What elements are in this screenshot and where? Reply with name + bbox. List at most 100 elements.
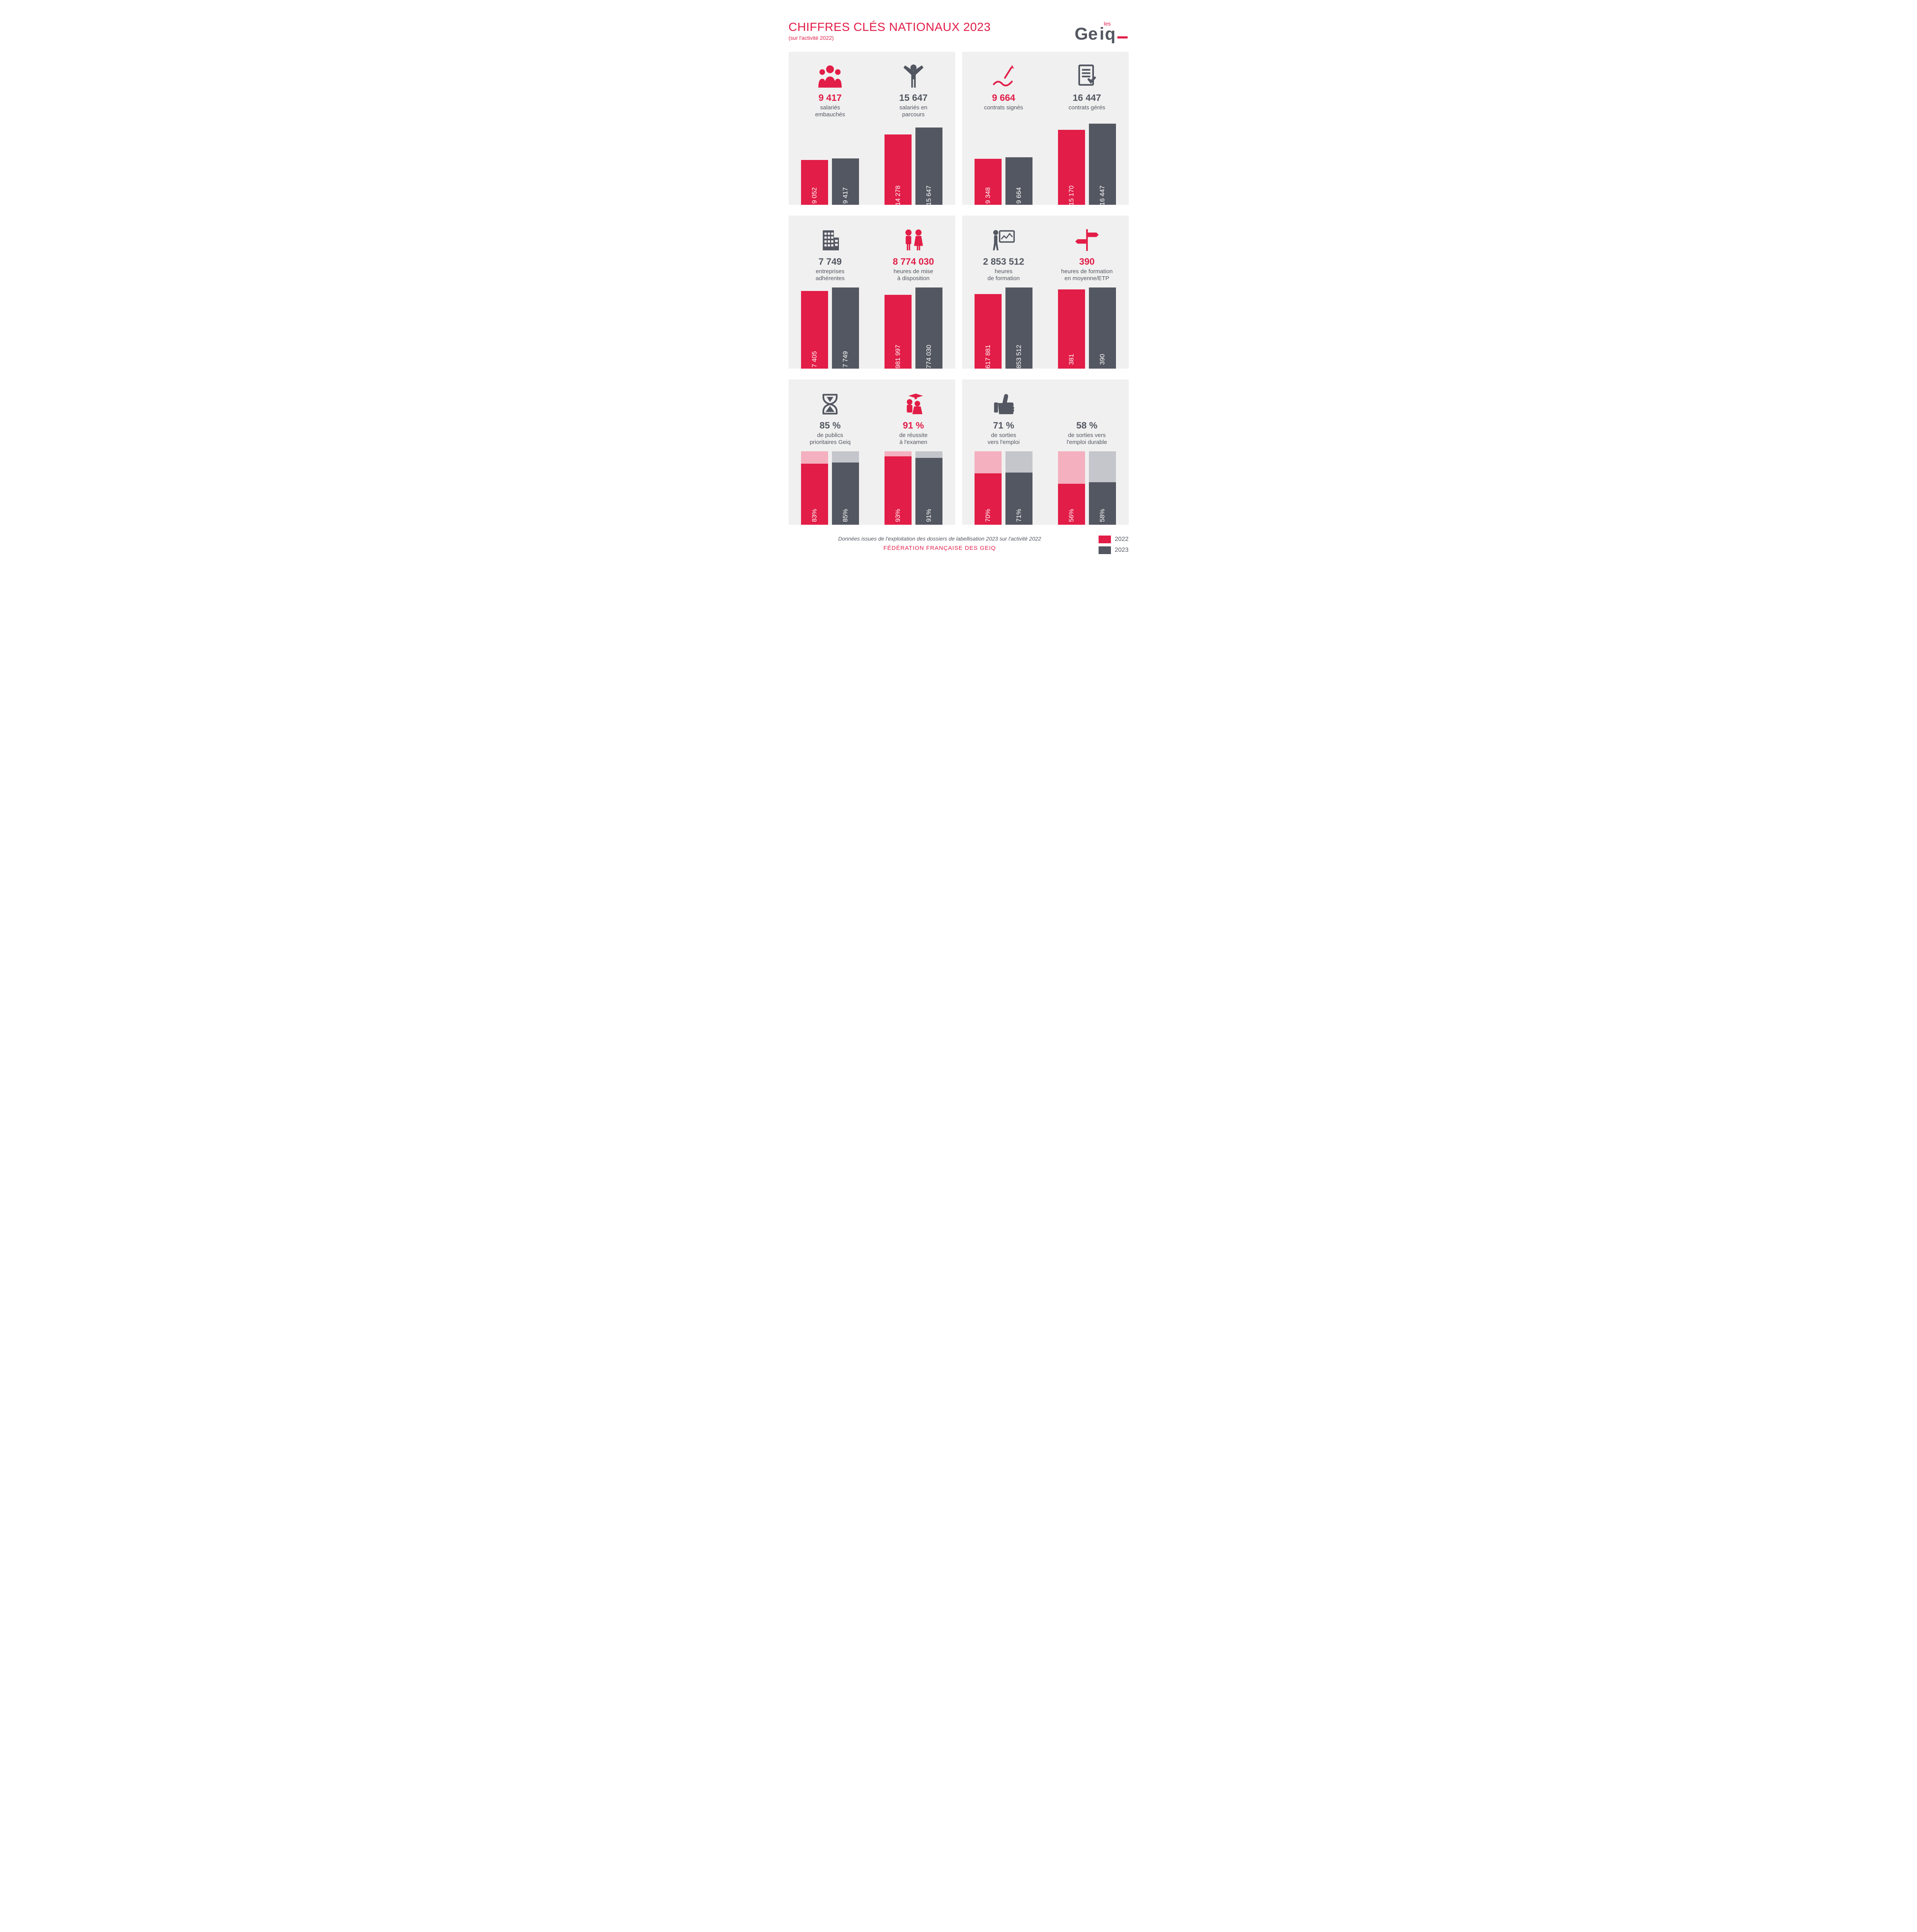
bar-2023: 71% (1005, 451, 1032, 525)
metric-label: salariés en parcours (899, 104, 927, 119)
thumb-icon (990, 389, 1017, 420)
graduate-icon (900, 389, 927, 420)
bar-fill: 85% (832, 463, 859, 525)
metric-cell: 85 %de publics prioritaires Geiq83%85% (789, 379, 872, 525)
bar-remainder (1005, 451, 1032, 473)
bar-remainder (801, 451, 828, 464)
bar-fill: 15 170 (1058, 130, 1085, 205)
metrics-row: 9 417salariés embauchés9 0529 41715 647s… (789, 52, 1129, 205)
bar-value-label: 7 405 (811, 351, 818, 368)
bar-pair: 7 405 7 749 (792, 287, 869, 369)
metrics-panel: 85 %de publics prioritaires Geiq83%85%91… (789, 379, 955, 525)
bar-value-label: 70% (984, 509, 992, 522)
svg-text:q: q (1105, 24, 1115, 43)
bar-value-label: 7 749 (842, 351, 849, 368)
legend-swatch-grey (1099, 546, 1111, 554)
bar-value-label: 9 348 (984, 187, 992, 204)
bar-fill: 2 853 512 (1005, 287, 1032, 369)
bar-2022: 9 348 (975, 124, 1002, 205)
legend-label-2023: 2023 (1115, 547, 1129, 554)
footer-org: FÉDÉRATION FRANÇAISE DES GEIQ (789, 545, 1091, 551)
bar-remainder (975, 451, 1002, 473)
bar-2022: 15 170 (1058, 124, 1085, 205)
bar-value-label: 14 278 (894, 185, 902, 206)
bar-fill: 91% (915, 458, 942, 525)
metric-label: de sorties vers l'emploi durable (1067, 432, 1107, 447)
bar-2022: 381 (1058, 287, 1085, 369)
bar-value-label: 2 617 881 (984, 345, 992, 374)
bar-value-label: 93% (894, 509, 902, 522)
metric-label: heures de formation en moyenne/ETP (1061, 268, 1112, 283)
bar-fill: 7 981 997 (885, 295, 912, 369)
bar-remainder (1089, 451, 1116, 482)
metric-value: 91 % (903, 420, 924, 431)
bar-pair: 14 278 15 647 (875, 124, 952, 205)
metric-label: contrats signés (984, 104, 1023, 119)
people-icon (816, 61, 844, 92)
bar-fill: 9 417 (832, 158, 859, 205)
header: CHIFFRES CLÉS NATIONAUX 2023 (sur l'acti… (789, 20, 1129, 43)
metric-value: 9 664 (992, 93, 1015, 104)
bar-value-label: 71% (1015, 509, 1023, 522)
bar-fill: 93% (885, 456, 912, 525)
bar-value-label: 91% (925, 509, 933, 522)
bar-fill: 15 647 (915, 128, 942, 205)
metric-value: 9 417 (818, 93, 842, 104)
bar-pair: 70% 71% (965, 451, 1043, 525)
bar-2023: 15 647 (915, 124, 942, 205)
bar-value-label: 381 (1068, 354, 1075, 365)
metric-label: heures de mise à disposition (893, 268, 933, 283)
metric-cell: 71 %de sorties vers l'emploi70%71% (962, 379, 1046, 525)
bar-value-label: 7 981 997 (894, 345, 902, 374)
metric-cell: 16 447contrats gérés15 17016 447 (1045, 52, 1129, 205)
svg-text:Ge: Ge (1075, 24, 1098, 43)
signpost-icon (1073, 225, 1101, 256)
metric-value: 15 647 (899, 93, 927, 104)
bar-2022: 70% (975, 451, 1002, 525)
metric-label: contrats gérés (1068, 104, 1105, 119)
legend-swatch-red (1099, 536, 1111, 543)
metric-value: 58 % (1076, 420, 1097, 431)
metric-cell: 2 853 512heures de formation2 617 8812 8… (962, 216, 1046, 369)
bar-value-label: 56% (1068, 509, 1075, 522)
metric-value: 85 % (820, 420, 841, 431)
bar-remainder (915, 451, 942, 458)
metric-value: 390 (1079, 257, 1095, 267)
footer-text: Données issues de l'exploitation des dos… (789, 536, 1091, 551)
bar-value-label: 58% (1099, 509, 1106, 522)
bar-value-label: 15 647 (925, 185, 933, 206)
bar-2023: 91% (915, 451, 942, 525)
bar-2023: 8 774 030 (915, 287, 942, 369)
bar-value-label: 83% (811, 509, 818, 522)
metric-label: entreprises adhérentes (816, 268, 845, 283)
metrics-panel: 9 417salariés embauchés9 0529 41715 647s… (789, 52, 955, 205)
metric-value: 7 749 (818, 257, 842, 267)
person-arms-icon (900, 61, 927, 92)
bar-pair: 2 617 8812 853 512 (965, 287, 1043, 369)
bar-fill: 9 052 (801, 160, 828, 205)
metric-cell: 7 749entreprises adhérentes7 4057 749 (789, 216, 872, 369)
bar-remainder (832, 451, 859, 463)
bar-2022: 9 052 (801, 124, 828, 205)
metric-value: 71 % (993, 420, 1014, 431)
bar-2022: 7 981 997 (885, 287, 912, 369)
bar-2023: 9 664 (1005, 124, 1032, 205)
bar-2022: 93% (885, 451, 912, 525)
metric-value: 16 447 (1073, 93, 1101, 104)
bar-value-label: 85% (842, 509, 849, 522)
bar-pair: 381 390 (1048, 287, 1126, 369)
metric-label: salariés embauchés (815, 104, 845, 119)
bar-2022: 2 617 881 (975, 287, 1002, 369)
bar-value-label: 390 (1099, 354, 1106, 365)
bar-fill: 70% (975, 473, 1002, 525)
bar-pair: 9 348 9 664 (965, 124, 1043, 205)
bar-fill: 7 405 (801, 291, 828, 369)
man-woman-icon (900, 225, 927, 256)
subtitle: (sur l'activité 2022) (789, 35, 991, 41)
bar-2023: 85% (832, 451, 859, 525)
bar-pair: 56% 58% (1048, 451, 1126, 525)
bar-pair: 7 981 9978 774 030 (875, 287, 952, 369)
bar-fill: 14 278 (885, 134, 912, 205)
metric-cell: 8 774 030 heures de mise à disposition 7 9… (872, 216, 955, 369)
bar-remainder (885, 451, 912, 456)
